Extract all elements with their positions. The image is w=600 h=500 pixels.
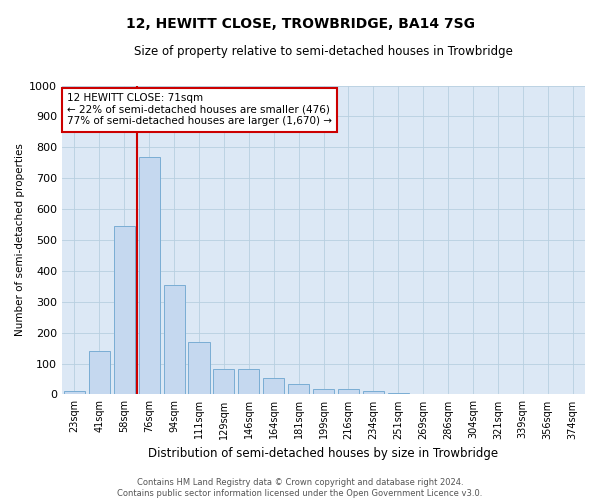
Bar: [238, 369, 259, 394]
Bar: [338, 389, 359, 394]
Bar: [313, 389, 334, 394]
Text: Contains HM Land Registry data © Crown copyright and database right 2024.
Contai: Contains HM Land Registry data © Crown c…: [118, 478, 482, 498]
Bar: [363, 392, 384, 394]
Text: 12, HEWITT CLOSE, TROWBRIDGE, BA14 7SG: 12, HEWITT CLOSE, TROWBRIDGE, BA14 7SG: [125, 18, 475, 32]
Bar: [263, 378, 284, 394]
X-axis label: Distribution of semi-detached houses by size in Trowbridge: Distribution of semi-detached houses by …: [148, 447, 499, 460]
Y-axis label: Number of semi-detached properties: Number of semi-detached properties: [15, 144, 25, 336]
Bar: [388, 393, 409, 394]
Bar: [114, 226, 135, 394]
Bar: [288, 384, 309, 394]
Bar: [64, 392, 85, 394]
Bar: [89, 351, 110, 395]
Bar: [188, 342, 209, 394]
Bar: [164, 285, 185, 395]
Bar: [139, 156, 160, 394]
Title: Size of property relative to semi-detached houses in Trowbridge: Size of property relative to semi-detach…: [134, 45, 513, 58]
Bar: [214, 369, 235, 394]
Text: 12 HEWITT CLOSE: 71sqm
← 22% of semi-detached houses are smaller (476)
77% of se: 12 HEWITT CLOSE: 71sqm ← 22% of semi-det…: [67, 94, 332, 126]
